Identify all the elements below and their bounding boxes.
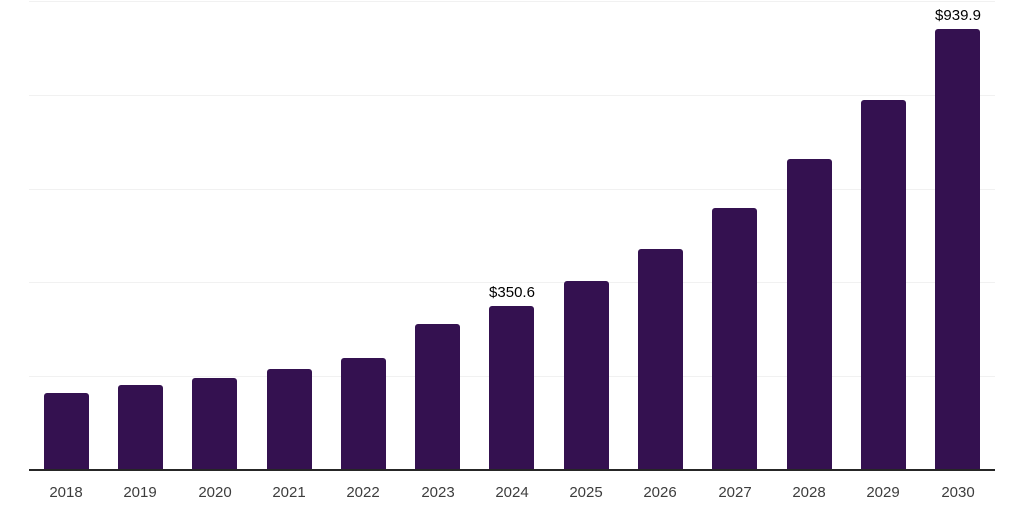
x-tick-2030: 2030: [941, 484, 975, 501]
value-label-2030: $939.9: [935, 7, 981, 24]
bar-2018: [44, 393, 89, 470]
x-tick-2022: 2022: [346, 484, 380, 501]
bar-2027: [712, 208, 757, 470]
x-tick-2019: 2019: [123, 484, 157, 501]
bar-2026: [638, 249, 683, 470]
value-label-2024: $350.6: [489, 284, 535, 301]
x-tick-2024: 2024: [495, 484, 529, 501]
x-tick-2021: 2021: [272, 484, 306, 501]
x-tick-2028: 2028: [792, 484, 826, 501]
gridline-800: [29, 95, 995, 96]
gridline-400: [29, 282, 995, 283]
bar-2019: [118, 385, 163, 470]
bar-2020: [192, 378, 237, 470]
bar-2028: [787, 159, 832, 470]
bar-2024: [489, 306, 534, 470]
bar-2030: [935, 29, 980, 470]
x-tick-2026: 2026: [643, 484, 677, 501]
gridline-1000: [29, 1, 995, 2]
x-tick-2020: 2020: [198, 484, 232, 501]
bar-2025: [564, 281, 609, 470]
gridline-600: [29, 189, 995, 190]
x-tick-2023: 2023: [421, 484, 455, 501]
x-axis-line: [29, 469, 995, 471]
x-tick-2018: 2018: [49, 484, 83, 501]
x-tick-2029: 2029: [866, 484, 900, 501]
bar-2029: [861, 100, 906, 470]
bar-2022: [341, 358, 386, 470]
bar-2021: [267, 369, 312, 470]
bar-2023: [415, 324, 460, 470]
x-tick-2025: 2025: [569, 484, 603, 501]
x-tick-2027: 2027: [718, 484, 752, 501]
